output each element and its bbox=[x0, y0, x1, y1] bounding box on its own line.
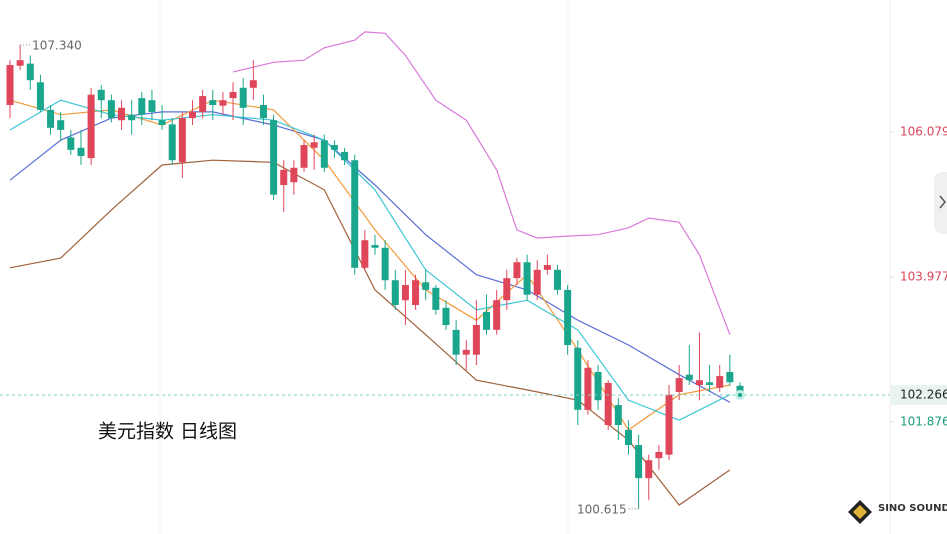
candle-body bbox=[655, 451, 663, 459]
candle-body bbox=[148, 100, 156, 112]
candle-body bbox=[523, 262, 531, 295]
candle-body bbox=[47, 109, 55, 128]
candle-body bbox=[493, 300, 501, 330]
y-tick-label: 101.876 bbox=[900, 414, 947, 428]
candle-body bbox=[584, 367, 592, 410]
logo: SINO SOUND bbox=[848, 500, 947, 524]
candle-body bbox=[219, 100, 227, 106]
y-tick-label: 103.977 bbox=[900, 269, 947, 283]
last-price-box bbox=[891, 384, 947, 405]
candle-body bbox=[67, 137, 75, 150]
last-price-dot bbox=[735, 389, 745, 400]
candle-body bbox=[665, 394, 673, 455]
high-marker bbox=[19, 44, 31, 52]
candle-body bbox=[290, 167, 298, 183]
candle-body bbox=[138, 98, 146, 115]
candle-body bbox=[118, 107, 126, 121]
low-annotation: 100.615 bbox=[577, 502, 627, 516]
candle-body bbox=[483, 311, 491, 330]
candle-body bbox=[391, 280, 399, 306]
candle-body bbox=[503, 278, 511, 301]
candle-body bbox=[229, 91, 237, 99]
candle-body bbox=[412, 280, 420, 306]
candle-body bbox=[543, 265, 551, 270]
candle-body bbox=[178, 118, 186, 163]
candle-body bbox=[310, 142, 318, 148]
high-annotation: 107.340 bbox=[32, 39, 82, 53]
candle-body bbox=[574, 347, 582, 410]
candle-body bbox=[695, 380, 703, 386]
candle-body bbox=[107, 100, 115, 119]
candle-body bbox=[462, 349, 470, 355]
logo-text: SINO SOUND bbox=[878, 503, 947, 514]
candle-body bbox=[239, 87, 247, 108]
candle-body bbox=[624, 429, 632, 446]
candle-body bbox=[270, 120, 278, 195]
candle-body bbox=[422, 282, 430, 290]
candle-body bbox=[635, 445, 643, 479]
candle-body bbox=[361, 240, 369, 268]
candle-body bbox=[513, 262, 521, 279]
candle-body bbox=[128, 114, 136, 121]
y-tick-label: 106.079 bbox=[900, 125, 947, 139]
candle-body bbox=[168, 124, 176, 161]
candle-body bbox=[209, 100, 217, 106]
candle-body bbox=[351, 160, 359, 268]
side-button[interactable] bbox=[934, 172, 947, 234]
candle-body bbox=[594, 371, 602, 401]
candle-body bbox=[685, 374, 693, 381]
candle-body bbox=[330, 145, 338, 150]
side-button-bg[interactable] bbox=[934, 172, 947, 234]
candle-body bbox=[442, 307, 450, 326]
candle-body bbox=[564, 289, 572, 346]
candle-body bbox=[472, 325, 480, 355]
candle-body bbox=[36, 82, 44, 110]
candle-body bbox=[158, 120, 166, 126]
candle-body bbox=[432, 287, 440, 310]
candle-body bbox=[645, 460, 653, 479]
candle-body bbox=[675, 378, 683, 392]
candle-body bbox=[6, 65, 14, 106]
last-price-label: 102.266 bbox=[900, 387, 947, 401]
chart-title: 美元指数 日线图 bbox=[98, 421, 237, 443]
candle-body bbox=[401, 285, 409, 301]
candle-body bbox=[726, 371, 734, 383]
candle-body bbox=[189, 111, 196, 119]
candle-body bbox=[452, 329, 460, 355]
candle-body bbox=[57, 120, 65, 130]
candle-body bbox=[554, 269, 561, 290]
indicator-line bbox=[9, 159, 731, 506]
candle-body bbox=[604, 382, 612, 426]
candle-body bbox=[77, 147, 85, 157]
candle-body bbox=[716, 376, 724, 388]
candle-body bbox=[533, 269, 541, 295]
logo-icon-inner bbox=[853, 505, 867, 519]
candle-body bbox=[706, 382, 714, 386]
plot-area: 108.181106.079103.977101.876102.266107.3… bbox=[0, 31, 947, 516]
low-marker bbox=[628, 502, 640, 510]
candle-body bbox=[381, 247, 389, 281]
candle-body bbox=[320, 140, 328, 168]
candle-body bbox=[26, 63, 34, 81]
candle-body bbox=[280, 169, 288, 186]
candle-body bbox=[199, 96, 207, 112]
candle-body bbox=[614, 405, 622, 426]
chevron-icon[interactable] bbox=[939, 195, 946, 209]
candle-body bbox=[300, 145, 308, 168]
candle-body bbox=[371, 245, 379, 248]
candle-body bbox=[341, 151, 349, 161]
candle-body bbox=[259, 105, 267, 119]
candle-body bbox=[16, 60, 24, 66]
candle-body bbox=[97, 89, 105, 101]
indicator-line bbox=[232, 31, 731, 335]
candle-body bbox=[87, 94, 95, 159]
candle-body bbox=[249, 80, 257, 88]
